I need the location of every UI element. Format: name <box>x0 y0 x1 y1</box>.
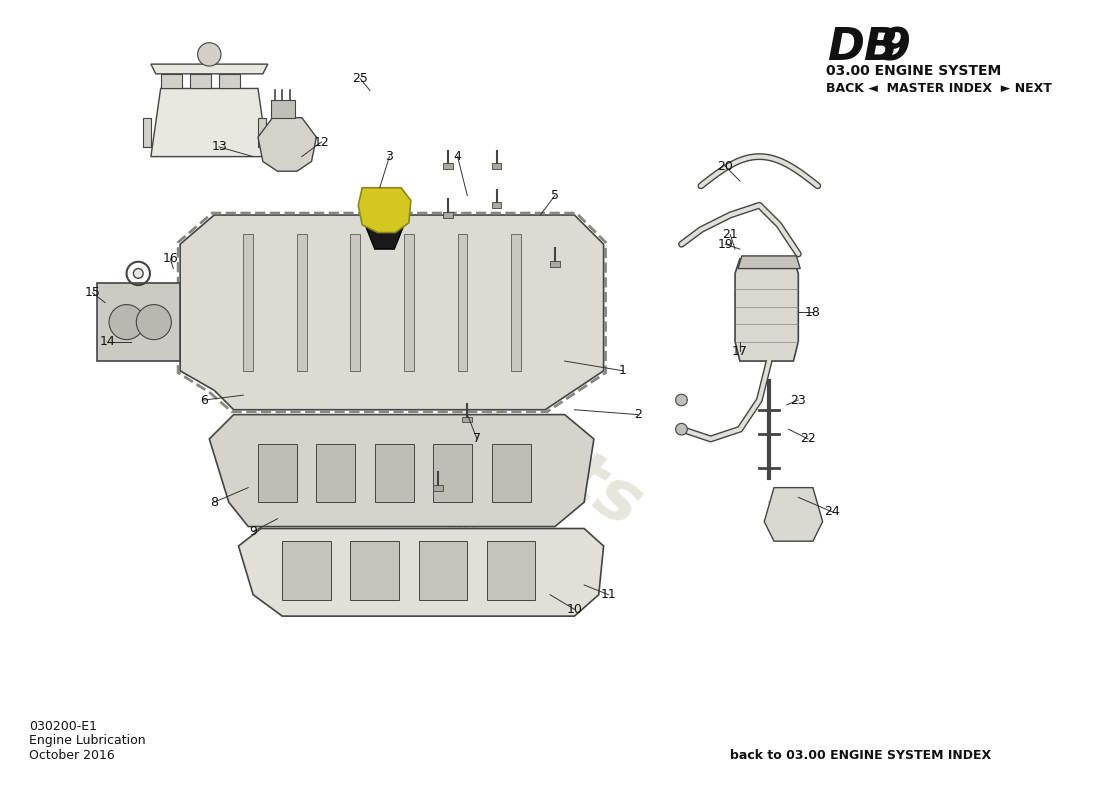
Text: 25: 25 <box>352 72 368 86</box>
Polygon shape <box>492 202 502 208</box>
Text: 23: 23 <box>791 394 806 406</box>
Polygon shape <box>151 89 267 157</box>
Bar <box>243 234 253 370</box>
Bar <box>492 444 530 502</box>
Text: eurocarparts: eurocarparts <box>164 219 654 542</box>
Text: a passion for parts since 1985: a passion for parts since 1985 <box>172 351 549 585</box>
Text: 1: 1 <box>619 364 627 378</box>
Polygon shape <box>151 64 267 74</box>
Polygon shape <box>764 488 823 541</box>
Text: 3: 3 <box>385 150 394 163</box>
Bar <box>351 541 399 599</box>
Text: DB: DB <box>827 26 899 69</box>
Text: 7: 7 <box>473 433 481 446</box>
Bar <box>297 234 307 370</box>
Circle shape <box>675 394 688 406</box>
Polygon shape <box>365 190 404 249</box>
Polygon shape <box>550 261 560 266</box>
Text: 030200-E1: 030200-E1 <box>30 720 97 733</box>
Bar <box>271 100 295 118</box>
Text: 16: 16 <box>163 252 178 266</box>
Polygon shape <box>433 485 443 490</box>
Polygon shape <box>443 163 453 170</box>
Polygon shape <box>209 414 594 526</box>
Bar <box>512 234 521 370</box>
Circle shape <box>109 305 144 340</box>
Bar <box>375 444 414 502</box>
Text: 13: 13 <box>211 140 227 154</box>
Circle shape <box>136 305 172 340</box>
Text: 14: 14 <box>99 335 116 348</box>
Text: 18: 18 <box>805 306 821 319</box>
Text: 9: 9 <box>250 525 257 538</box>
Bar <box>219 74 241 89</box>
Polygon shape <box>367 192 392 219</box>
Polygon shape <box>239 529 604 616</box>
Bar <box>317 444 355 502</box>
Text: 15: 15 <box>85 286 100 299</box>
Polygon shape <box>492 163 502 170</box>
Circle shape <box>675 423 688 435</box>
Text: back to 03.00 ENGINE SYSTEM INDEX: back to 03.00 ENGINE SYSTEM INDEX <box>730 749 991 762</box>
Polygon shape <box>180 215 604 410</box>
Polygon shape <box>735 259 799 361</box>
Text: 19: 19 <box>717 238 734 250</box>
Text: 5: 5 <box>551 189 559 202</box>
Text: 17: 17 <box>732 345 748 358</box>
Polygon shape <box>258 118 317 171</box>
Bar <box>458 234 468 370</box>
Bar <box>161 74 183 89</box>
Bar <box>487 541 536 599</box>
Text: 6: 6 <box>200 394 208 406</box>
Polygon shape <box>443 212 453 218</box>
Circle shape <box>133 269 143 278</box>
Bar <box>283 541 331 599</box>
Text: 22: 22 <box>800 433 816 446</box>
Text: 9: 9 <box>879 26 910 69</box>
Text: Engine Lubrication: Engine Lubrication <box>30 734 146 747</box>
Text: 03.00 ENGINE SYSTEM: 03.00 ENGINE SYSTEM <box>826 64 1001 78</box>
Text: BACK ◄  MASTER INDEX  ► NEXT: BACK ◄ MASTER INDEX ► NEXT <box>826 82 1052 95</box>
Circle shape <box>198 42 221 66</box>
Text: October 2016: October 2016 <box>30 749 116 762</box>
Polygon shape <box>462 417 472 422</box>
Bar <box>258 444 297 502</box>
Bar <box>351 234 360 370</box>
Text: 8: 8 <box>210 496 218 509</box>
Bar <box>98 283 180 361</box>
Polygon shape <box>738 256 801 269</box>
Bar <box>404 234 414 370</box>
Text: 24: 24 <box>825 506 840 518</box>
Bar <box>190 74 211 89</box>
Text: 4: 4 <box>453 150 462 163</box>
Text: 10: 10 <box>566 603 582 616</box>
Text: 2: 2 <box>634 408 641 421</box>
Bar <box>433 444 472 502</box>
Bar <box>258 118 266 147</box>
Text: 20: 20 <box>717 160 734 173</box>
Text: 11: 11 <box>601 588 616 602</box>
Text: 21: 21 <box>723 228 738 241</box>
Bar <box>143 118 151 147</box>
Bar <box>419 541 468 599</box>
Polygon shape <box>359 188 410 233</box>
Text: 12: 12 <box>314 135 329 149</box>
